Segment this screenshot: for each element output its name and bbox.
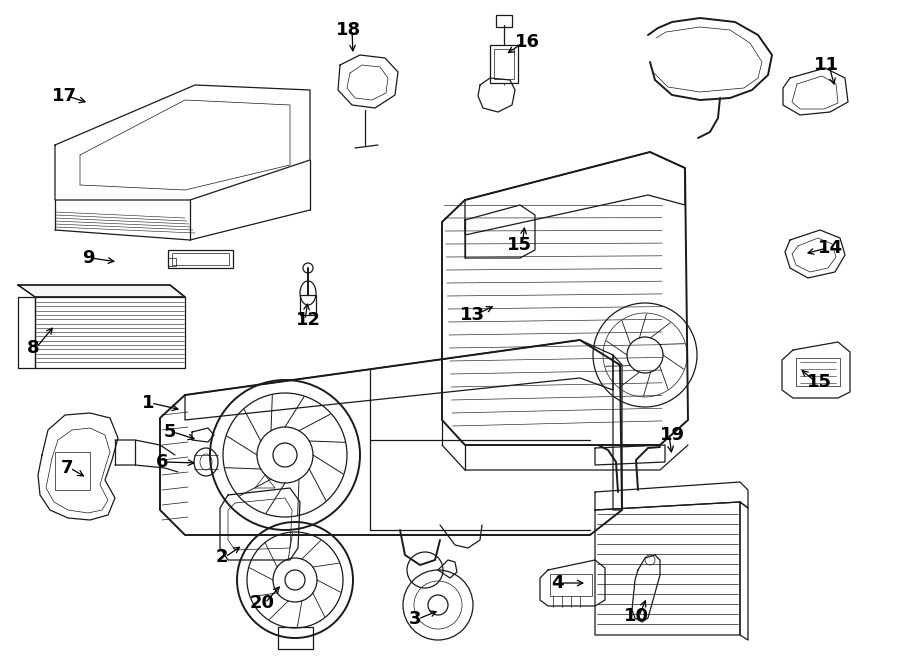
Text: 12: 12 [295, 311, 320, 329]
Text: 7: 7 [61, 459, 73, 477]
Bar [168, 258, 176, 266]
Bar [494, 49, 514, 79]
Bar [300, 295, 316, 315]
Bar [55, 452, 90, 490]
Text: 14: 14 [817, 239, 842, 257]
Bar [796, 358, 840, 386]
Polygon shape [18, 285, 185, 297]
Text: 18: 18 [337, 21, 362, 39]
Bar [172, 253, 229, 265]
Text: 5: 5 [164, 423, 176, 441]
Text: 8: 8 [27, 339, 40, 357]
Text: 2: 2 [216, 548, 229, 566]
Bar [550, 574, 592, 596]
Text: 16: 16 [515, 33, 539, 51]
Bar [168, 250, 233, 268]
Text: 13: 13 [460, 306, 484, 324]
Text: 11: 11 [814, 56, 839, 74]
Bar [496, 15, 512, 27]
Text: 15: 15 [806, 373, 832, 391]
Text: 15: 15 [507, 236, 532, 254]
Text: 17: 17 [51, 87, 76, 105]
Text: 1: 1 [142, 394, 154, 412]
Bar [490, 45, 518, 83]
Bar [278, 627, 313, 649]
Text: 19: 19 [660, 426, 685, 444]
Text: 6: 6 [156, 453, 168, 471]
Text: 3: 3 [409, 610, 421, 628]
Text: 9: 9 [82, 249, 94, 267]
Text: 10: 10 [624, 607, 649, 625]
Text: 4: 4 [551, 574, 563, 592]
Text: 20: 20 [249, 594, 274, 612]
